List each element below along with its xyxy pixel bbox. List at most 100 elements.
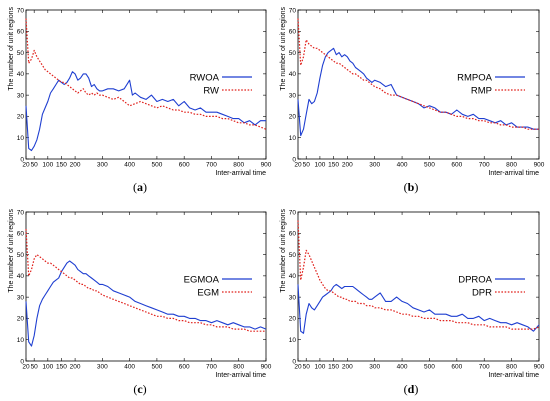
x-tick-label: 900 bbox=[261, 162, 272, 169]
x-tick-label: 600 bbox=[179, 364, 190, 371]
caption-letter: a bbox=[137, 180, 143, 194]
x-tick-label: 900 bbox=[261, 364, 272, 371]
x-tick-label: 300 bbox=[97, 162, 108, 169]
y-tick-label: 0 bbox=[20, 156, 24, 163]
x-tick-label: 300 bbox=[369, 162, 380, 169]
series-line-egmoa bbox=[25, 260, 267, 347]
series-line-dpr bbox=[297, 220, 540, 330]
y-tick-label: 30 bbox=[289, 92, 297, 99]
y-tick-label: 20 bbox=[289, 316, 297, 323]
x-tick-label: 400 bbox=[397, 364, 408, 371]
x-tick-label: 500 bbox=[424, 162, 435, 169]
x-tick-label: 900 bbox=[534, 162, 545, 169]
y-tick-label: 20 bbox=[17, 114, 25, 121]
x-tick-label: 300 bbox=[369, 364, 380, 371]
x-tick-label: 500 bbox=[151, 162, 162, 169]
x-tick-label: 700 bbox=[479, 162, 490, 169]
y-tick-label: 20 bbox=[17, 316, 25, 323]
y-tick-label: 50 bbox=[289, 252, 297, 259]
x-tick-label: 400 bbox=[124, 364, 135, 371]
x-tick-label: 50 bbox=[31, 364, 39, 371]
x-tick-label: 150 bbox=[56, 162, 67, 169]
x-tick-label: 800 bbox=[233, 162, 244, 169]
panel-caption: (d) bbox=[404, 382, 419, 396]
y-axis-label: The number of unit regions bbox=[8, 7, 15, 91]
x-axis-label: Inter-arrival time bbox=[488, 170, 539, 177]
legend-label-rmp: RMP bbox=[471, 86, 492, 97]
y-tick-label: 10 bbox=[17, 135, 25, 142]
x-tick-label: 20 bbox=[22, 364, 30, 371]
y-tick-label: 50 bbox=[17, 252, 25, 259]
y-axis-label: The number of unit regions bbox=[8, 209, 15, 293]
y-tick-label: 40 bbox=[17, 273, 25, 280]
legend-label-rw: RW bbox=[203, 86, 219, 97]
x-tick-label: 200 bbox=[342, 364, 353, 371]
y-tick-label: 20 bbox=[289, 114, 297, 121]
x-tick-label: 700 bbox=[479, 364, 490, 371]
series-line-egm bbox=[25, 228, 266, 332]
x-tick-label: 100 bbox=[42, 162, 53, 169]
x-tick-label: 800 bbox=[506, 162, 517, 169]
x-tick-label: 150 bbox=[328, 364, 339, 371]
y-axis-label: The number of unit regions bbox=[280, 7, 287, 91]
plot-frame bbox=[25, 9, 267, 160]
legend-label-egm: EGM bbox=[197, 288, 219, 299]
y-tick-label: 60 bbox=[17, 231, 25, 238]
caption-paren: ) bbox=[414, 180, 418, 194]
y-tick-label: 10 bbox=[289, 337, 297, 344]
legend-label-dproa: DPROA bbox=[458, 275, 492, 286]
x-tick-label: 400 bbox=[397, 162, 408, 169]
y-tick-label: 30 bbox=[17, 92, 25, 99]
x-tick-label: 100 bbox=[314, 364, 325, 371]
x-tick-label: 200 bbox=[342, 162, 353, 169]
x-tick-label: 500 bbox=[151, 364, 162, 371]
panel-caption: (b) bbox=[404, 180, 419, 194]
plot-frame bbox=[297, 9, 540, 160]
y-tick-label: 70 bbox=[289, 209, 297, 216]
caption-paren: ( bbox=[404, 180, 408, 194]
caption-paren: ( bbox=[133, 382, 137, 396]
plot-frame bbox=[25, 211, 267, 362]
y-tick-label: 30 bbox=[17, 294, 25, 301]
x-tick-label: 300 bbox=[97, 364, 108, 371]
y-tick-label: 70 bbox=[289, 7, 297, 14]
y-tick-label: 30 bbox=[289, 294, 297, 301]
x-tick-label: 500 bbox=[424, 364, 435, 371]
series-line-rw bbox=[25, 18, 267, 130]
x-tick-label: 600 bbox=[451, 162, 462, 169]
x-tick-label: 900 bbox=[534, 364, 545, 371]
caption-letter: d bbox=[408, 382, 415, 396]
x-tick-label: 150 bbox=[328, 162, 339, 169]
x-tick-label: 20 bbox=[294, 364, 302, 371]
x-tick-label: 100 bbox=[42, 364, 53, 371]
y-tick-label: 40 bbox=[289, 71, 297, 78]
y-tick-label: 60 bbox=[289, 29, 297, 36]
x-tick-label: 50 bbox=[31, 162, 39, 169]
x-axis-label: Inter-arrival time bbox=[215, 170, 266, 177]
y-tick-label: 60 bbox=[17, 29, 25, 36]
x-tick-label: 600 bbox=[451, 364, 462, 371]
y-axis-label: The number of unit regions bbox=[280, 209, 287, 293]
y-tick-label: 0 bbox=[20, 358, 24, 365]
caption-paren: ) bbox=[414, 382, 418, 396]
x-tick-label: 200 bbox=[70, 162, 81, 169]
y-tick-label: 70 bbox=[17, 7, 25, 14]
x-tick-label: 100 bbox=[314, 162, 325, 169]
caption-paren: ( bbox=[404, 382, 408, 396]
legend-label-rwoa: RWOA bbox=[190, 73, 220, 84]
caption-paren: ) bbox=[143, 382, 147, 396]
x-axis-label: Inter-arrival time bbox=[488, 372, 539, 379]
legend-label-rmpoa: RMPOA bbox=[457, 73, 493, 84]
x-tick-label: 150 bbox=[56, 364, 67, 371]
y-tick-label: 10 bbox=[289, 135, 297, 142]
x-axis-label: Inter-arrival time bbox=[215, 372, 266, 379]
x-tick-label: 20 bbox=[22, 162, 30, 169]
x-tick-label: 700 bbox=[206, 364, 217, 371]
x-tick-label: 800 bbox=[233, 364, 244, 371]
x-tick-label: 50 bbox=[303, 364, 311, 371]
y-tick-label: 40 bbox=[289, 273, 297, 280]
series-line-rmp bbox=[297, 18, 539, 130]
x-tick-label: 700 bbox=[206, 162, 217, 169]
